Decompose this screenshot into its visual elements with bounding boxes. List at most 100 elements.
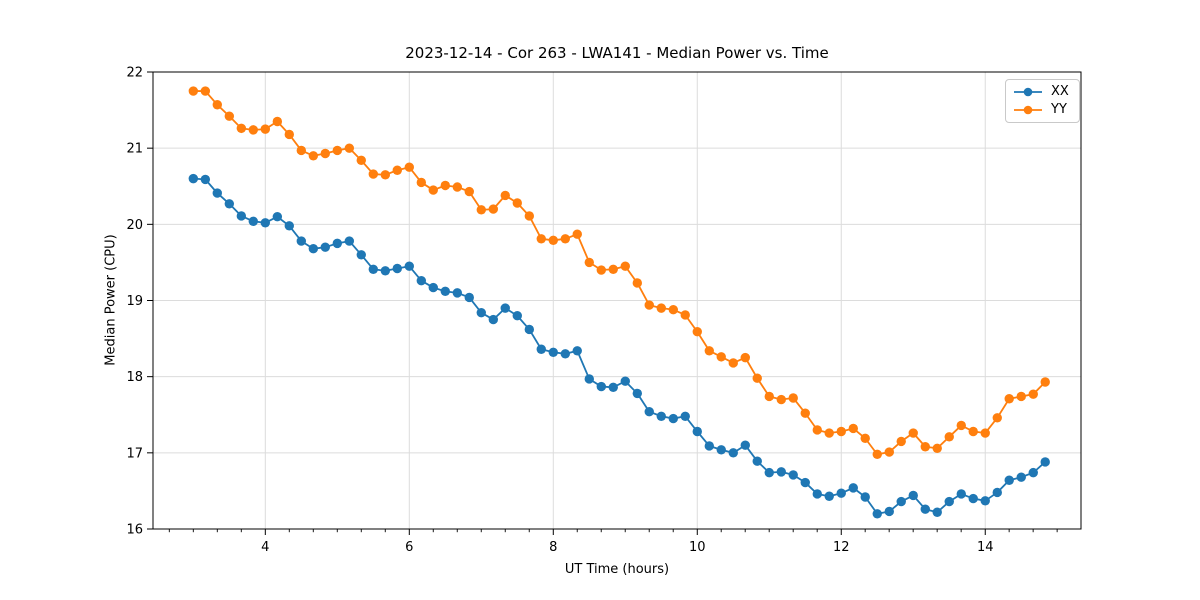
data-point-marker [464, 292, 474, 303]
data-point-marker [536, 344, 546, 354]
x-tick-label: 6 [405, 540, 413, 555]
data-point-marker [992, 487, 1002, 498]
data-point-marker [416, 177, 427, 188]
data-point-marker [308, 151, 319, 161]
data-point-marker [1004, 394, 1014, 404]
data-point-marker [584, 257, 594, 268]
data-point-marker [392, 165, 402, 175]
data-point-marker [440, 180, 450, 191]
data-point-marker [548, 235, 558, 246]
data-point-marker [248, 125, 258, 135]
data-point-marker [668, 413, 678, 424]
data-point-marker [260, 124, 271, 134]
data-point-marker [200, 174, 211, 185]
data-point-marker [980, 428, 990, 438]
data-point-marker [1004, 475, 1014, 485]
data-point-marker [680, 310, 690, 320]
data-point-marker [968, 426, 978, 437]
x-axis-ticks: 4 6 8 10 12 14 [261, 529, 994, 555]
x-tick-label: 12 [833, 540, 850, 555]
data-point-marker [320, 242, 330, 252]
data-point-marker [188, 86, 199, 96]
data-point-marker [188, 173, 199, 184]
data-point-marker [1040, 377, 1050, 387]
data-point-marker [620, 376, 630, 386]
data-point-marker [812, 489, 822, 499]
data-point-marker [512, 311, 522, 321]
data-point-marker [512, 198, 522, 208]
data-point-marker [404, 261, 414, 271]
data-point-marker [380, 266, 391, 276]
data-point-marker [980, 496, 990, 506]
series-YY [188, 86, 1050, 460]
data-point-marker [584, 374, 594, 384]
data-point-marker [248, 216, 258, 226]
data-point-marker [656, 303, 666, 313]
data-point-marker [380, 170, 391, 180]
data-point-marker [884, 447, 894, 457]
data-point-marker [488, 204, 499, 214]
data-point-marker [848, 423, 858, 434]
data-point-marker [344, 236, 355, 246]
data-point-marker [572, 229, 582, 239]
y-tick-label: 20 [126, 218, 143, 233]
data-point-marker [872, 449, 882, 460]
data-point-marker [560, 349, 571, 359]
data-point-marker [944, 432, 954, 442]
data-point-marker [608, 382, 618, 393]
data-point-marker [740, 352, 750, 363]
data-point-marker [716, 445, 726, 455]
data-point-marker [620, 261, 630, 271]
data-point-marker [956, 420, 966, 431]
data-point-marker [716, 352, 726, 362]
data-point-marker [572, 346, 582, 356]
data-point-marker [368, 169, 379, 179]
axes-frame [152, 71, 1082, 530]
data-point-marker [632, 278, 643, 288]
data-point-marker [452, 182, 463, 192]
x-tick-label: 4 [261, 540, 269, 555]
x-axis-label: UT Time (hours) [564, 562, 670, 577]
data-point-marker [812, 425, 822, 435]
data-point-marker [824, 428, 834, 438]
data-point-marker [416, 275, 427, 286]
y-tick-label: 18 [126, 370, 143, 385]
data-point-marker [884, 506, 894, 517]
data-point-marker [320, 148, 330, 159]
y-axis-label: Median Power (CPU) [103, 234, 119, 366]
data-point-marker [728, 448, 738, 458]
data-point-marker [200, 86, 211, 96]
y-tick-label: 16 [126, 523, 143, 538]
data-point-marker [836, 488, 846, 498]
legend-label-xx: XX [1051, 84, 1069, 99]
data-point-marker [344, 143, 355, 153]
data-point-marker [404, 162, 414, 172]
legend-swatch-yy-icon [1014, 105, 1042, 115]
data-point-marker [536, 234, 546, 244]
data-point-marker [932, 443, 942, 453]
data-point-marker [428, 282, 438, 293]
data-point-marker [488, 314, 499, 325]
y-tick-label: 22 [126, 66, 143, 81]
data-point-marker [392, 263, 402, 274]
data-point-marker [656, 411, 666, 421]
data-point-marker [332, 238, 343, 249]
data-point-marker [704, 441, 714, 451]
data-point-marker [596, 381, 607, 392]
y-tick-label: 19 [126, 294, 143, 309]
gridlines [153, 71, 1081, 530]
data-point-marker [524, 211, 535, 221]
x-minor-ticks [168, 529, 1058, 533]
data-point-marker [452, 288, 463, 298]
data-point-marker [308, 244, 319, 254]
x-tick-label: 10 [689, 540, 706, 555]
data-point-marker [800, 477, 810, 488]
data-point-marker [1016, 391, 1026, 402]
data-point-marker [920, 504, 930, 514]
data-point-marker [740, 440, 750, 450]
data-point-marker [596, 265, 607, 275]
legend-swatch-xx-icon [1014, 87, 1042, 97]
data-point-marker [932, 507, 942, 517]
